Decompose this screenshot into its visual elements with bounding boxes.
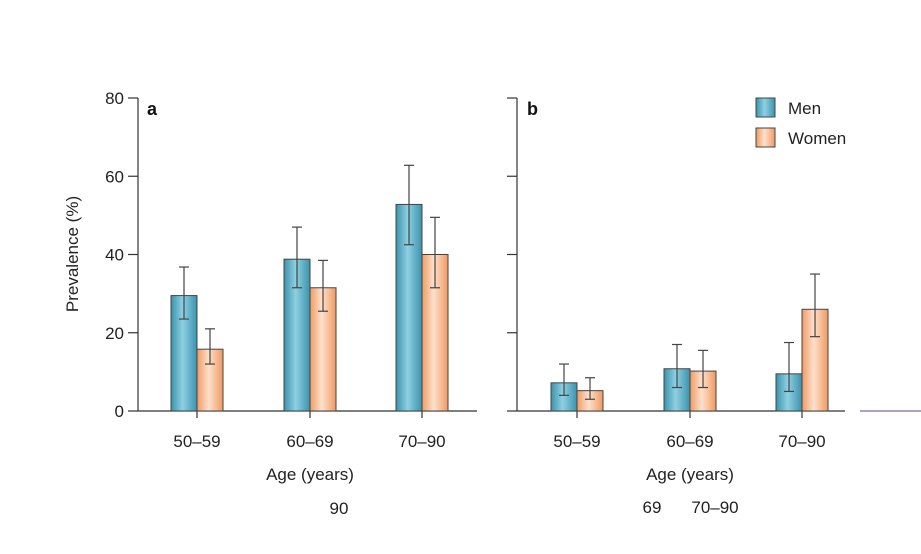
legend: Men Women — [755, 97, 846, 148]
panel-a-error-bar-women — [430, 216, 440, 289]
panel-b: 50–59 60–69 70–90 — [507, 97, 845, 451]
legend-women-label: Women — [788, 129, 846, 148]
stray-label-70-90: 70–90 — [691, 498, 738, 517]
y-axis-title: Prevalence (%) — [63, 196, 82, 312]
panel-a-y-tick-label: 0 — [115, 402, 124, 421]
panel-b-x-tick-label: 60–69 — [666, 432, 713, 451]
panel-a-error-bar-women — [318, 259, 328, 312]
panel-a: 0 20 40 60 80 50–59 60–69 70–90 — [105, 89, 477, 451]
panel-b-error-bar-men — [672, 343, 682, 389]
panel-a-x-tick-label: 50–59 — [173, 432, 220, 451]
panel-a-x-tick-label: 60–69 — [286, 432, 333, 451]
panel-a-error-bar-men — [404, 164, 414, 246]
panel-a-x-axis-title: Age (years) — [266, 465, 354, 484]
panel-b-x-axis-title: Age (years) — [646, 465, 734, 484]
panel-b-error-bar-men — [784, 341, 794, 393]
legend-men-swatch — [755, 97, 776, 118]
panel-b-error-bar-men — [559, 363, 569, 396]
panel-a-bar-women — [309, 287, 337, 412]
panel-a-label: a — [147, 99, 158, 119]
panel-a-y-tick-label: 60 — [105, 167, 124, 186]
legend-women-swatch — [755, 127, 776, 148]
stray-label-69: 69 — [643, 498, 662, 517]
panel-a-error-bar-women — [205, 328, 215, 365]
panel-a-bar-women — [196, 348, 224, 412]
panel-b-error-bar-women — [585, 377, 595, 400]
panel-a-y-tick-label: 80 — [105, 89, 124, 108]
stray-label-90: 90 — [330, 499, 349, 518]
panel-a-error-bar-men — [292, 226, 302, 289]
panel-a-error-bar-men — [179, 266, 189, 320]
panel-b-error-bar-women — [698, 349, 708, 389]
panel-a-y-tick-label: 40 — [105, 246, 124, 265]
panel-b-x-tick-label: 70–90 — [778, 432, 825, 451]
panel-b-label: b — [527, 99, 538, 119]
panel-b-error-bar-women — [810, 273, 820, 338]
panel-b-x-tick-label: 50–59 — [553, 432, 600, 451]
panel-a-x-tick-label: 70–90 — [398, 432, 445, 451]
panel-a-y-tick-label: 20 — [105, 324, 124, 343]
legend-men-label: Men — [788, 99, 821, 118]
